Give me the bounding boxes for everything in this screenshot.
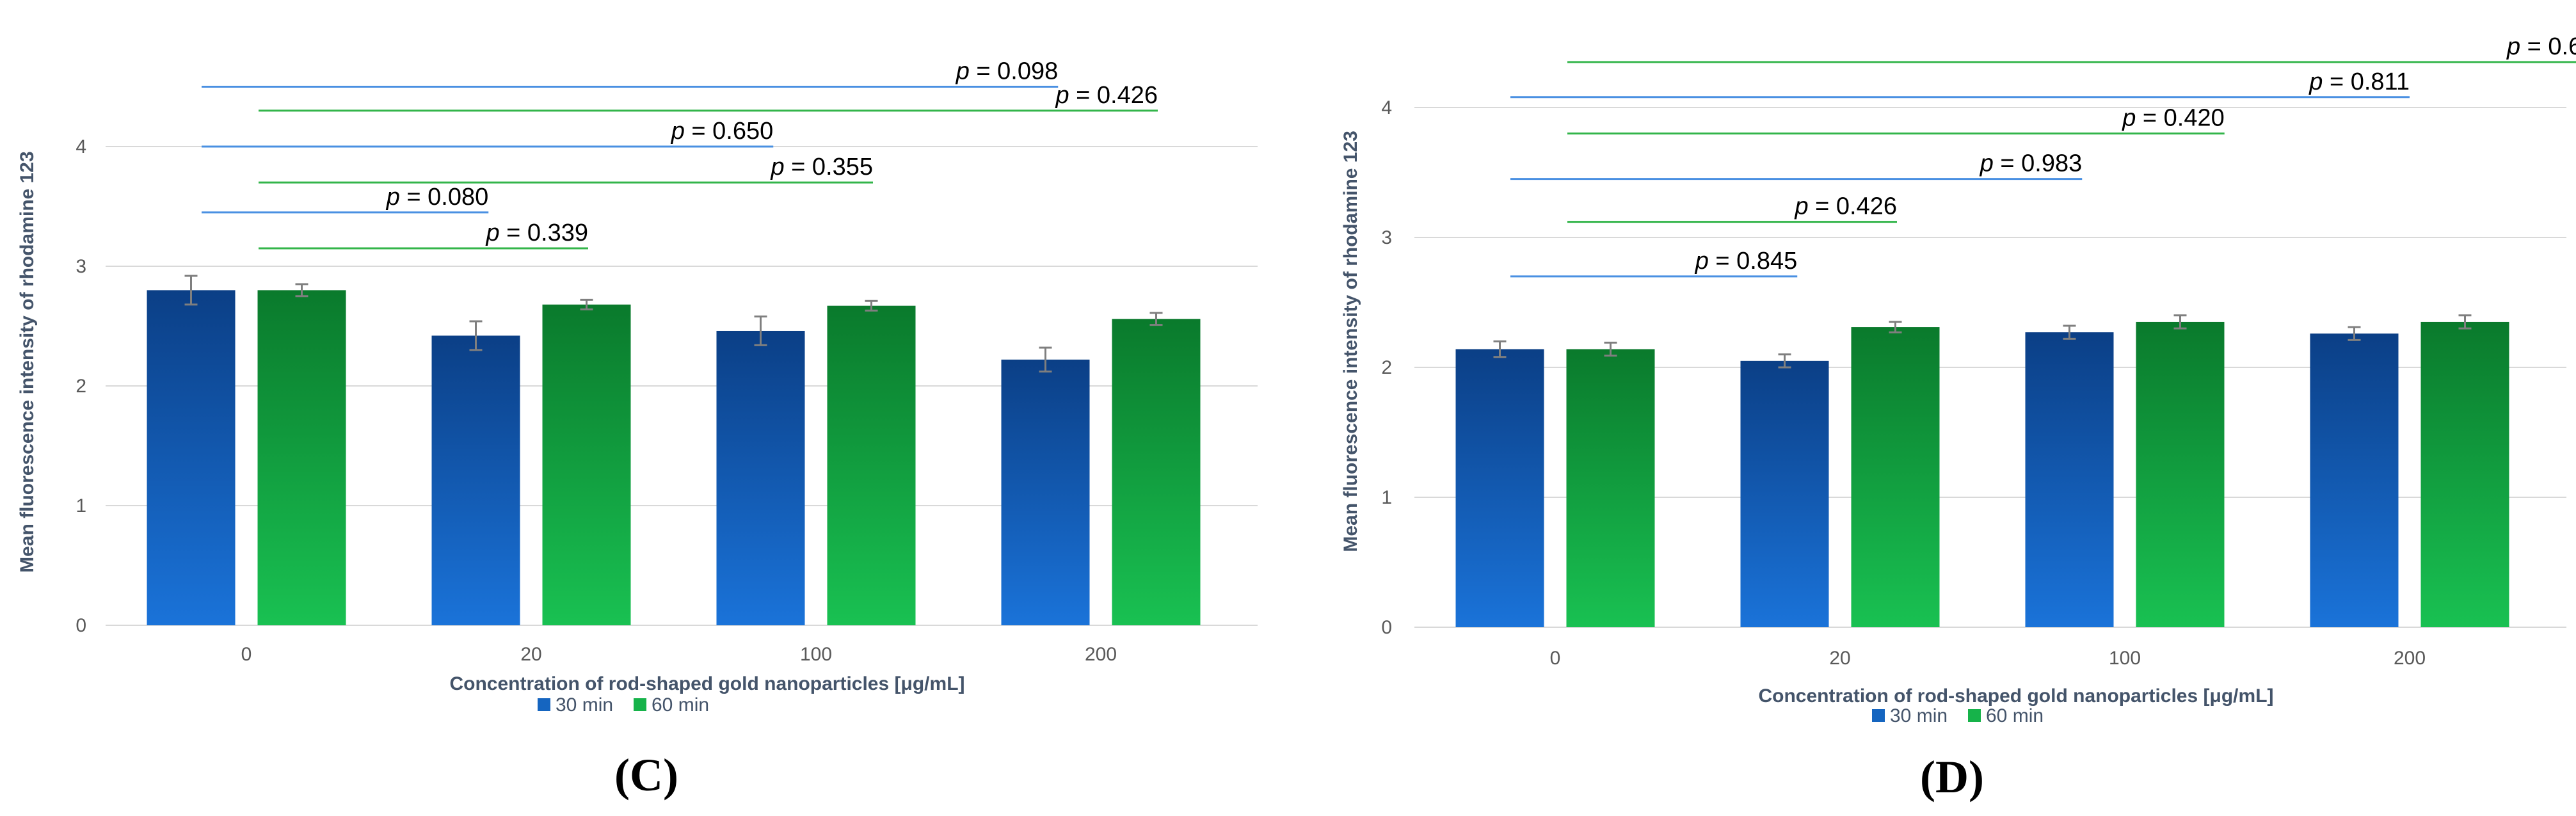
p-symbol: p xyxy=(386,184,400,211)
bar-30min-0 xyxy=(147,290,236,625)
p-value: = 0.601 xyxy=(2520,33,2576,60)
x-tick-label: 20 xyxy=(1829,648,1850,669)
y-tick-label: 3 xyxy=(76,256,86,277)
p-value: = 0.420 xyxy=(2136,105,2224,132)
p-value: = 0.650 xyxy=(685,118,773,145)
y-axis-title: Mean fluorescence intensity of rhodamine… xyxy=(1340,131,1361,552)
bar-30min-20 xyxy=(1740,360,1829,627)
legend-label-60min: 60 min xyxy=(652,694,709,716)
p-value-label: p = 0.355 xyxy=(770,154,873,180)
bar-60min-100 xyxy=(2136,321,2225,627)
x-tick-label: 0 xyxy=(241,644,252,665)
y-tick-label: 2 xyxy=(76,376,86,397)
bar-30min-100 xyxy=(716,330,805,625)
p-value-label: p = 0.601 xyxy=(2506,33,2576,60)
p-value: = 0.098 xyxy=(970,58,1058,85)
legend-swatch-30min xyxy=(1872,709,1885,722)
legend-label-30min: 30 min xyxy=(1890,705,1948,726)
p-symbol: p xyxy=(956,58,970,85)
bar-30min-100 xyxy=(2025,332,2114,627)
p-value-label: p = 0.983 xyxy=(1980,150,2083,177)
y-axis-title: Mean fluorescence intensity of rhodamine… xyxy=(17,151,38,573)
p-symbol: p xyxy=(1695,248,1709,275)
p-value-label: p = 0.845 xyxy=(1695,248,1798,275)
x-tick-label: 100 xyxy=(800,644,832,665)
p-value: = 0.426 xyxy=(1069,82,1158,109)
bar-60min-200 xyxy=(2420,321,2509,627)
p-value-label: p = 0.420 xyxy=(2122,105,2225,132)
p-value: = 0.845 xyxy=(1709,248,1797,275)
y-tick-label: 4 xyxy=(1381,97,1392,118)
p-symbol: p xyxy=(2122,105,2136,132)
x-tick-label: 20 xyxy=(520,644,541,665)
p-value-label: p = 0.650 xyxy=(671,118,774,145)
panel-label: (C) xyxy=(614,749,678,801)
bar-60min-20 xyxy=(542,304,631,625)
bar-30min-0 xyxy=(1455,349,1544,627)
bar-60min-200 xyxy=(1112,319,1201,625)
p-symbol: p xyxy=(1055,82,1069,109)
p-value: = 0.811 xyxy=(2323,68,2410,95)
legend-label-30min: 30 min xyxy=(556,694,613,716)
y-tick-label: 3 xyxy=(1381,227,1392,248)
bar-60min-0 xyxy=(257,290,346,625)
legend-swatch-60min xyxy=(1968,709,1981,722)
p-value-label: p = 0.426 xyxy=(1794,193,1897,220)
p-value: = 0.080 xyxy=(400,184,488,211)
p-value: = 0.355 xyxy=(785,154,873,180)
legend-swatch-60min xyxy=(634,698,646,711)
x-tick-label: 200 xyxy=(1085,644,1117,665)
x-tick-label: 200 xyxy=(2394,648,2426,669)
x-axis-title: Concentration of rod-shaped gold nanopar… xyxy=(1758,685,2273,707)
panel-label: (D) xyxy=(1920,751,1984,803)
p-symbol: p xyxy=(2506,33,2520,60)
p-symbol: p xyxy=(2308,68,2323,95)
bar-60min-100 xyxy=(827,305,916,625)
y-tick-label: 4 xyxy=(76,136,86,157)
bar-60min-0 xyxy=(1566,349,1655,627)
p-symbol: p xyxy=(1794,193,1808,220)
p-value: = 0.426 xyxy=(1809,193,1897,220)
p-value: = 0.339 xyxy=(500,220,588,246)
p-value-label: p = 0.098 xyxy=(956,58,1059,85)
y-tick-label: 1 xyxy=(76,495,86,516)
p-symbol: p xyxy=(770,154,784,180)
legend: 30 min 60 min xyxy=(538,694,709,716)
x-axis-title: Concentration of rod-shaped gold nanopar… xyxy=(449,673,964,694)
bar-30min-200 xyxy=(2310,333,2399,627)
p-value-label: p = 0.811 xyxy=(2308,68,2410,95)
y-tick-label: 0 xyxy=(1381,617,1392,638)
p-value-label: p = 0.339 xyxy=(485,220,588,246)
p-value-label: p = 0.426 xyxy=(1055,82,1158,109)
bar-60min-20 xyxy=(1851,327,1940,627)
x-tick-label: 100 xyxy=(2109,648,2141,669)
bar-30min-20 xyxy=(431,335,520,625)
p-symbol: p xyxy=(671,118,685,145)
y-tick-label: 2 xyxy=(1381,357,1392,378)
y-tick-label: 1 xyxy=(1381,487,1392,508)
p-symbol: p xyxy=(485,220,499,246)
p-symbol: p xyxy=(1980,150,1994,177)
legend-swatch-30min xyxy=(538,698,550,711)
legend: 30 min 60 min xyxy=(1872,705,2044,726)
bar-30min-200 xyxy=(1001,359,1090,625)
p-value: = 0.983 xyxy=(1994,150,2082,177)
x-tick-label: 0 xyxy=(1550,648,1561,669)
chart-panel-d: 0 1 2 3 4 Mean fluorescence intensity of rhod… xyxy=(1340,33,2576,803)
y-tick-label: 0 xyxy=(76,615,86,636)
p-value-label: p = 0.080 xyxy=(386,184,489,211)
legend-label-60min: 60 min xyxy=(1986,705,2044,726)
chart-panel-c: 0 1 2 3 4 Mean fluorescence intensity of rhod… xyxy=(17,58,1258,801)
